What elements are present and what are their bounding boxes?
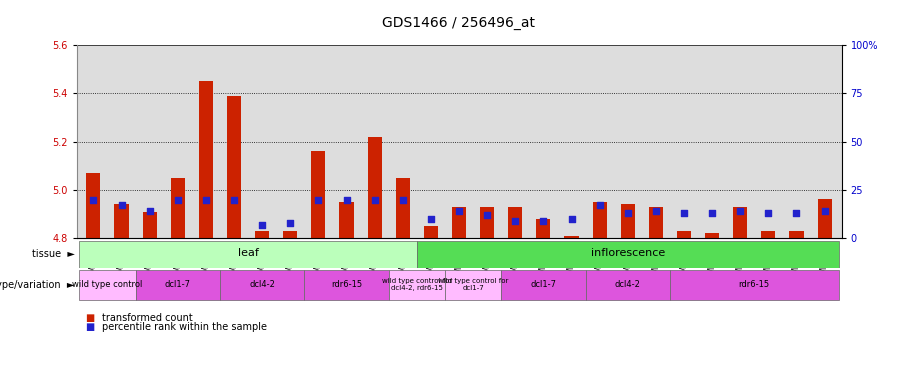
Bar <box>339 202 354 238</box>
Bar <box>171 178 184 238</box>
Text: tissue  ►: tissue ► <box>32 249 75 259</box>
Bar <box>304 270 389 300</box>
Point <box>789 210 804 216</box>
Bar <box>255 231 269 238</box>
Bar <box>79 241 417 268</box>
Point <box>227 196 241 202</box>
Text: ■: ■ <box>86 313 94 323</box>
Point <box>817 208 832 214</box>
Bar <box>424 226 438 238</box>
Bar <box>649 207 663 238</box>
Bar <box>789 231 804 238</box>
Point <box>424 216 438 222</box>
Bar <box>586 270 670 300</box>
Bar <box>86 173 101 238</box>
Bar <box>311 151 326 238</box>
Point <box>395 196 410 202</box>
Point <box>480 212 494 218</box>
Bar <box>396 178 410 238</box>
Text: dcl4-2: dcl4-2 <box>615 280 641 289</box>
Text: transformed count: transformed count <box>102 313 193 323</box>
Bar <box>284 231 297 238</box>
Bar <box>136 270 220 300</box>
Point <box>508 218 522 224</box>
Bar <box>142 211 157 238</box>
Text: GDS1466 / 256496_at: GDS1466 / 256496_at <box>382 16 536 30</box>
Text: rdr6-15: rdr6-15 <box>739 280 770 289</box>
Bar <box>227 96 241 238</box>
Bar <box>592 202 607 238</box>
Bar <box>480 207 494 238</box>
Point <box>536 218 551 224</box>
Bar <box>508 207 522 238</box>
Point <box>311 196 326 202</box>
Text: dcl1-7: dcl1-7 <box>530 280 556 289</box>
Point <box>452 208 466 214</box>
Text: wild type control for
dcl1-7: wild type control for dcl1-7 <box>438 278 508 291</box>
Text: leaf: leaf <box>238 249 258 258</box>
Bar <box>199 81 213 238</box>
Point <box>114 202 129 208</box>
Point <box>171 196 185 202</box>
Text: wild type control for
dcl4-2, rdr6-15: wild type control for dcl4-2, rdr6-15 <box>382 278 452 291</box>
Text: inflorescence: inflorescence <box>590 249 665 258</box>
Bar <box>670 270 839 300</box>
Bar <box>417 241 839 268</box>
Bar <box>705 233 719 238</box>
Point <box>86 196 101 202</box>
Text: dcl1-7: dcl1-7 <box>165 280 191 289</box>
Point <box>142 208 157 214</box>
Point <box>761 210 776 216</box>
Bar <box>761 231 776 238</box>
Point <box>592 202 607 208</box>
Bar <box>452 207 466 238</box>
Point <box>339 196 354 202</box>
Text: percentile rank within the sample: percentile rank within the sample <box>102 322 266 332</box>
Point <box>255 222 269 228</box>
Text: ■: ■ <box>86 322 94 332</box>
Point <box>367 196 382 202</box>
Point <box>620 210 634 216</box>
Bar <box>817 200 832 238</box>
Bar <box>564 236 579 238</box>
Bar <box>536 219 551 238</box>
Bar <box>734 207 747 238</box>
Point <box>649 208 663 214</box>
Bar <box>501 270 586 300</box>
Point <box>283 220 297 226</box>
Bar <box>220 270 304 300</box>
Bar <box>677 231 691 238</box>
Point <box>564 216 579 222</box>
Bar <box>114 204 129 238</box>
Text: dcl4-2: dcl4-2 <box>249 280 275 289</box>
Bar <box>367 137 382 238</box>
Point <box>199 196 213 202</box>
Text: wild type control: wild type control <box>72 280 142 289</box>
Bar <box>445 270 501 300</box>
Bar <box>79 270 136 300</box>
Point <box>705 210 719 216</box>
Bar <box>389 270 445 300</box>
Point <box>677 210 691 216</box>
Text: rdr6-15: rdr6-15 <box>331 280 362 289</box>
Text: genotype/variation  ►: genotype/variation ► <box>0 280 75 290</box>
Bar <box>621 204 634 238</box>
Point <box>733 208 747 214</box>
